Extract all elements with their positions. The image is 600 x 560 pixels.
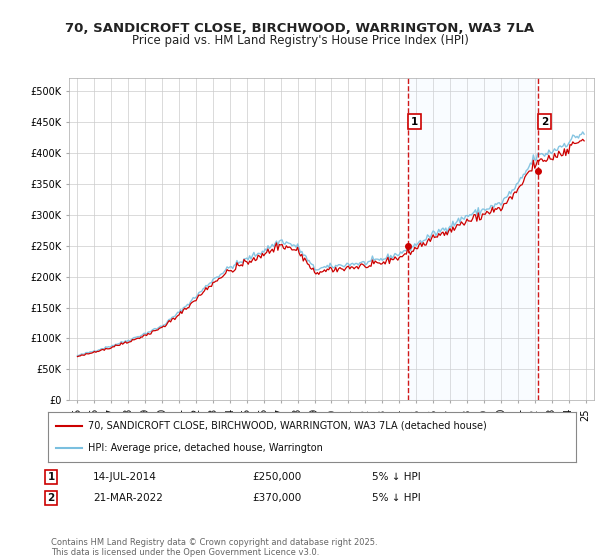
Text: 5% ↓ HPI: 5% ↓ HPI: [372, 472, 421, 482]
Text: 5% ↓ HPI: 5% ↓ HPI: [372, 493, 421, 503]
Text: 21-MAR-2022: 21-MAR-2022: [93, 493, 163, 503]
Text: 14-JUL-2014: 14-JUL-2014: [93, 472, 157, 482]
Text: 1: 1: [411, 116, 418, 127]
Text: £250,000: £250,000: [252, 472, 301, 482]
Text: 2: 2: [47, 493, 55, 503]
Text: 1: 1: [47, 472, 55, 482]
Text: 2: 2: [541, 116, 548, 127]
Bar: [409, 78, 538, 400]
Text: £370,000: £370,000: [252, 493, 301, 503]
Text: HPI: Average price, detached house, Warrington: HPI: Average price, detached house, Warr…: [88, 443, 322, 453]
Text: 70, SANDICROFT CLOSE, BIRCHWOOD, WARRINGTON, WA3 7LA: 70, SANDICROFT CLOSE, BIRCHWOOD, WARRING…: [65, 22, 535, 35]
Text: 70, SANDICROFT CLOSE, BIRCHWOOD, WARRINGTON, WA3 7LA (detached house): 70, SANDICROFT CLOSE, BIRCHWOOD, WARRING…: [88, 421, 487, 431]
Text: Price paid vs. HM Land Registry's House Price Index (HPI): Price paid vs. HM Land Registry's House …: [131, 34, 469, 46]
Text: Contains HM Land Registry data © Crown copyright and database right 2025.
This d: Contains HM Land Registry data © Crown c…: [51, 538, 377, 557]
